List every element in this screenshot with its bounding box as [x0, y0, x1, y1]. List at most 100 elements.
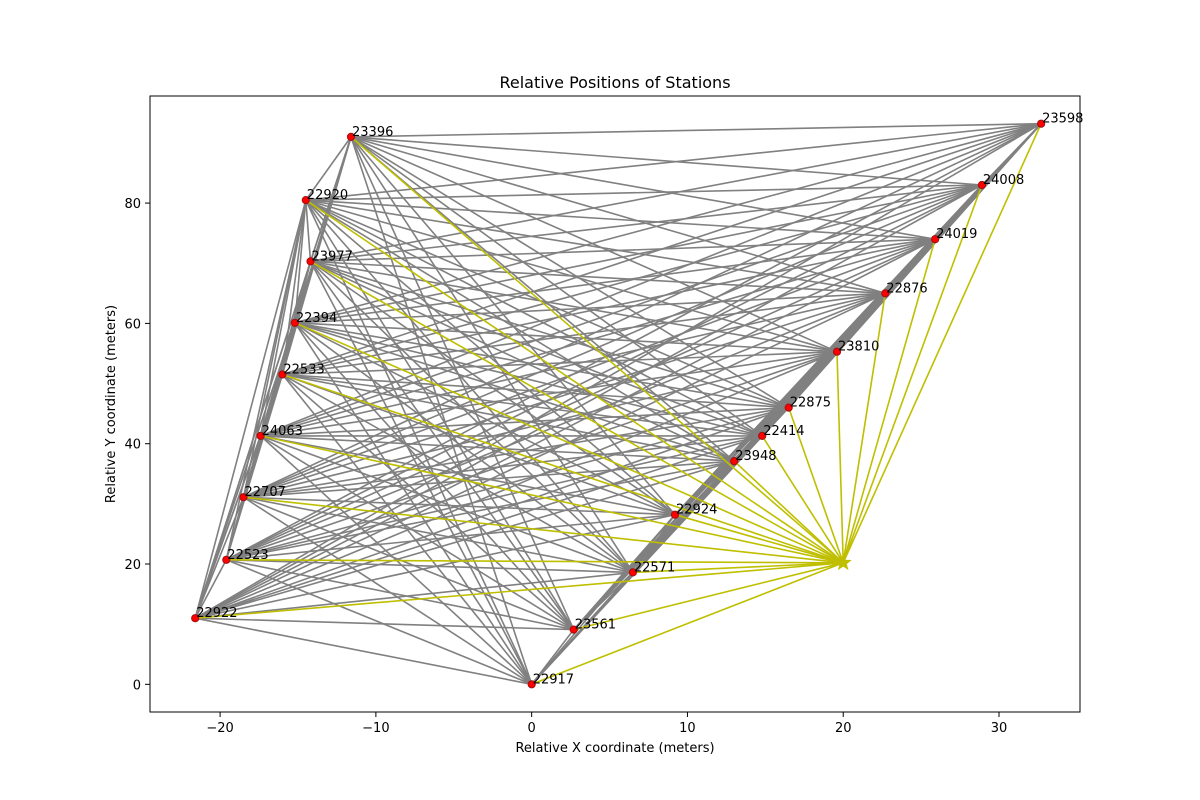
station-link-line — [225, 184, 983, 561]
station-label: 23396 — [352, 125, 393, 140]
station-point — [784, 403, 793, 412]
station-link-line — [350, 136, 575, 630]
station-link-line — [350, 136, 838, 353]
station-link-line — [281, 373, 533, 685]
target-link-line — [632, 562, 844, 574]
station-link-line — [305, 136, 352, 201]
station-link-line — [350, 136, 982, 186]
station-link-line — [309, 260, 634, 573]
target-link-line — [842, 293, 887, 563]
station-link-line — [305, 199, 735, 462]
station-link-line — [674, 460, 735, 516]
target-link-line — [226, 558, 844, 564]
station-link-line — [281, 373, 575, 631]
station-point — [222, 555, 231, 564]
station-link-line — [310, 260, 735, 462]
station-point — [239, 493, 248, 502]
station-link-line — [294, 322, 676, 516]
station-points — [191, 119, 1046, 689]
target-link-line — [842, 238, 936, 564]
station-link-line — [294, 322, 789, 409]
y-tick-label: 80 — [124, 197, 141, 212]
x-tick-label: 30 — [991, 721, 1008, 736]
target-link-line — [674, 513, 844, 564]
station-link-line — [243, 496, 676, 516]
station-link-line — [195, 617, 532, 686]
station-link-line — [350, 136, 533, 685]
station-link-line — [350, 136, 634, 573]
station-link-line — [310, 260, 838, 353]
y-tick-label: 40 — [124, 438, 141, 453]
station-link-line — [294, 322, 634, 574]
station-link-line — [243, 435, 763, 498]
target-link-line — [282, 373, 844, 564]
station-point — [256, 431, 265, 440]
y-tick-label: 60 — [124, 317, 141, 332]
station-link-line — [350, 136, 763, 437]
station-label: 24063 — [262, 424, 303, 439]
chart-title: Relative Positions of Stations — [499, 73, 730, 92]
station-link-line — [260, 435, 634, 574]
station-link-line — [242, 199, 307, 498]
station-label: 23977 — [312, 249, 353, 264]
station-link-line — [226, 559, 574, 631]
x-tick-label: −20 — [206, 721, 233, 736]
station-link-line — [260, 435, 575, 631]
station-label: 22922 — [196, 606, 237, 621]
station-link-line — [305, 200, 312, 262]
target-link-line — [787, 407, 844, 564]
station-link-line — [294, 322, 763, 437]
station-link-line — [305, 199, 575, 631]
station-label: 22924 — [676, 503, 717, 518]
station-link-line — [282, 350, 838, 376]
station-link-line — [309, 136, 352, 262]
station-label: 22523 — [227, 548, 268, 563]
station-point — [290, 318, 299, 327]
station-link-line — [282, 373, 634, 574]
station-link-line — [260, 435, 676, 516]
station-link-line — [195, 571, 633, 619]
target-link-line — [195, 562, 844, 619]
station-point — [730, 457, 739, 466]
x-tick-label: 20 — [835, 721, 852, 736]
station-link-line — [573, 460, 735, 631]
target-link-line — [761, 435, 844, 564]
station-label: 23598 — [1042, 112, 1083, 127]
station-label: 22571 — [634, 560, 675, 575]
y-tick-label: 0 — [133, 678, 141, 693]
station-link-line — [243, 496, 533, 685]
station-link-line — [350, 136, 735, 462]
station-label: 22533 — [283, 363, 324, 378]
target-link-line — [260, 435, 844, 564]
station-link-line — [243, 292, 886, 498]
station-link-line — [350, 136, 886, 295]
station-label: 22875 — [790, 396, 831, 411]
station-link-line — [226, 435, 763, 561]
x-tick-label: 0 — [528, 721, 536, 736]
target-link-line — [294, 322, 844, 564]
x-tick-label: −10 — [362, 721, 389, 736]
station-point — [346, 132, 356, 141]
station-link-line — [305, 199, 763, 437]
station-link-line — [310, 260, 886, 295]
target-link-line — [842, 123, 1042, 564]
target-marker-group — [834, 553, 852, 571]
x-tick-label: 10 — [679, 721, 696, 736]
station-point — [569, 625, 578, 634]
target-link-line — [733, 460, 844, 564]
station-point — [1037, 119, 1046, 128]
station-link-line — [350, 136, 936, 240]
station-point — [527, 680, 536, 689]
y-axis-ticks: 0 20 40 60 80 — [124, 197, 150, 693]
station-point — [306, 257, 315, 266]
station-link-line — [260, 292, 886, 437]
station-link-line — [305, 184, 982, 201]
station-point — [832, 347, 842, 356]
station-label: 22707 — [245, 485, 286, 500]
station-link-line — [350, 136, 790, 409]
station-labels: 23598 24008 24019 22876 23810 22875 22414 23948… — [196, 112, 1083, 688]
station-link-line — [260, 238, 936, 437]
station-link-line — [259, 199, 307, 437]
station-link-line — [194, 559, 228, 619]
